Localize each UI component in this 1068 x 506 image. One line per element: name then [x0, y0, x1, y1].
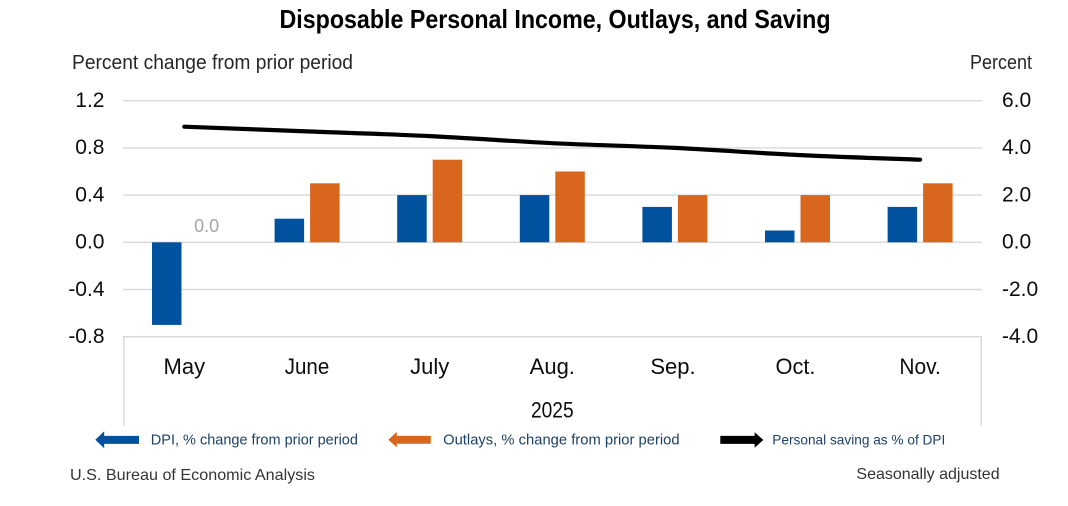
svg-text:U.S. Bureau of Economic Analys: U.S. Bureau of Economic Analysis: [70, 467, 315, 484]
svg-text:0.0: 0.0: [1002, 231, 1031, 254]
svg-text:0.4: 0.4: [75, 183, 105, 206]
svg-text:0.8: 0.8: [75, 136, 104, 159]
svg-text:Sep.: Sep.: [650, 354, 695, 379]
svg-text:Percent change from prior peri: Percent change from prior period: [72, 52, 353, 74]
svg-text:Oct.: Oct.: [776, 354, 816, 379]
svg-text:Percent: Percent: [970, 52, 1032, 74]
svg-text:Outlays, % change from prior p: Outlays, % change from prior period: [443, 433, 680, 449]
svg-text:Personal saving as % of DPI: Personal saving as % of DPI: [772, 432, 945, 448]
svg-text:4.0: 4.0: [1002, 136, 1031, 159]
svg-text:Nov.: Nov.: [899, 354, 941, 379]
svg-text:Seasonally adjusted: Seasonally adjusted: [856, 466, 999, 483]
svg-text:0.0: 0.0: [194, 216, 219, 236]
svg-text:0.0: 0.0: [75, 231, 104, 254]
svg-text:May: May: [164, 354, 206, 379]
svg-text:2.0: 2.0: [1002, 183, 1031, 206]
svg-text:DPI, % change from prior perio: DPI, % change from prior period: [151, 433, 358, 449]
svg-text:-0.8: -0.8: [68, 325, 104, 348]
svg-text:Aug.: Aug.: [530, 354, 575, 379]
svg-text:2025: 2025: [531, 398, 574, 423]
svg-text:6.0: 6.0: [1002, 89, 1031, 112]
svg-text:July: July: [410, 354, 449, 379]
svg-text:-2.0: -2.0: [1002, 278, 1038, 301]
svg-text:-4.0: -4.0: [1002, 325, 1038, 348]
svg-text:1.2: 1.2: [75, 89, 104, 112]
svg-text:-0.4: -0.4: [68, 278, 105, 301]
svg-text:Disposable Personal Income, Ou: Disposable Personal Income, Outlays, and…: [280, 4, 831, 34]
svg-text:June: June: [285, 354, 330, 379]
